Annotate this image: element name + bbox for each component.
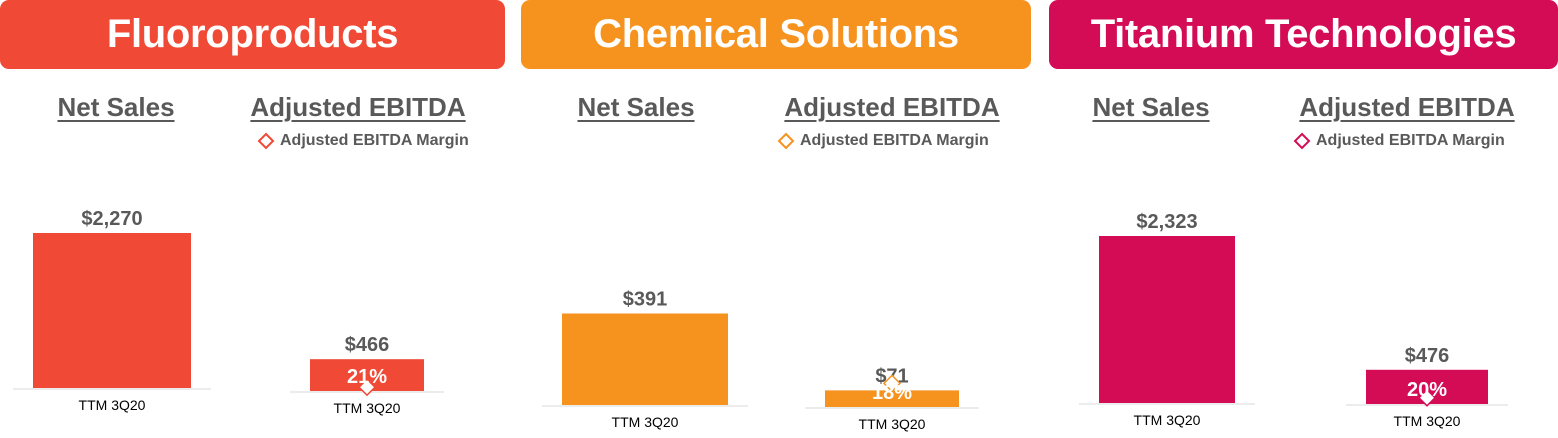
titanium-technologies-adjusted-ebitda-category-label: TTM 3Q20 [1394,413,1461,429]
fluoroproducts-adjusted-ebitda-margin-marker [357,378,377,397]
chemical-legend-label: Adjusted EBITDA Margin [800,132,989,149]
chemical-solutions-net-sales-value-label: $391 [623,289,668,311]
fluoroproducts-net-sales-category-label: TTM 3Q20 [79,397,146,413]
chemical-solutions-net-sales-bar [562,313,728,405]
chemical-solutions-adjusted-ebitda-category-label: TTM 3Q20 [859,416,926,432]
chemical-legend-diamond-icon [777,132,795,150]
chemical-solutions-adjusted-ebitda-bar [825,390,959,407]
chemical-solutions-banner: Chemical Solutions [521,0,1031,69]
fluoro-adjusted-ebitda-heading: Adjusted EBITDA [250,92,466,122]
fluoroproducts-net-sales-value-label: $2,270 [81,208,142,230]
chemical-adjusted-ebitda-heading: Adjusted EBITDA [784,92,1000,122]
titanium-technologies-banner: Titanium Technologies [1049,0,1558,69]
titanium-technologies-net-sales-value-label: $2,323 [1136,211,1197,233]
fluoro-net-sales-heading: Net Sales [57,92,175,122]
chemical-margin-legend: Adjusted EBITDA Margin [776,131,989,151]
chemical-solutions-adjusted-ebitda-margin-label: 18% [872,382,912,404]
fluoroproducts-adjusted-ebitda-margin-label: 21% [347,366,387,388]
titanium-margin-legend: Adjusted EBITDA Margin [1292,131,1505,151]
titanium-technologies-net-sales-category-label: TTM 3Q20 [1134,412,1201,428]
fluoroproducts-adjusted-ebitda-value-label: $466 [345,334,390,356]
titanium-legend-diamond-icon [1293,132,1311,150]
titanium-technologies-adjusted-ebitda-margin-marker [1417,388,1437,407]
chemical-solutions-adjusted-ebitda-margin-marker [882,374,902,393]
titanium-technologies-adjusted-ebitda-margin-label: 20% [1407,379,1447,401]
titanium-technologies-net-sales-bar [1099,236,1235,403]
fluoro-margin-legend: Adjusted EBITDA Margin [256,131,469,151]
fluoroproducts-net-sales-bar [33,233,191,388]
fluoro-legend-label: Adjusted EBITDA Margin [280,132,469,149]
titanium-adjusted-ebitda-heading: Adjusted EBITDA [1299,92,1515,122]
titanium-net-sales-heading: Net Sales [1092,92,1210,122]
chemical-solutions-net-sales-category-label: TTM 3Q20 [612,414,679,430]
titanium-legend-label: Adjusted EBITDA Margin [1316,132,1505,149]
fluoroproducts-adjusted-ebitda-category-label: TTM 3Q20 [334,400,401,416]
fluoro-legend-diamond-icon [257,132,275,150]
fluoroproducts-banner: Fluoroproducts [0,0,505,69]
titanium-technologies-adjusted-ebitda-value-label: $476 [1405,345,1450,367]
chemical-net-sales-heading: Net Sales [577,92,695,122]
